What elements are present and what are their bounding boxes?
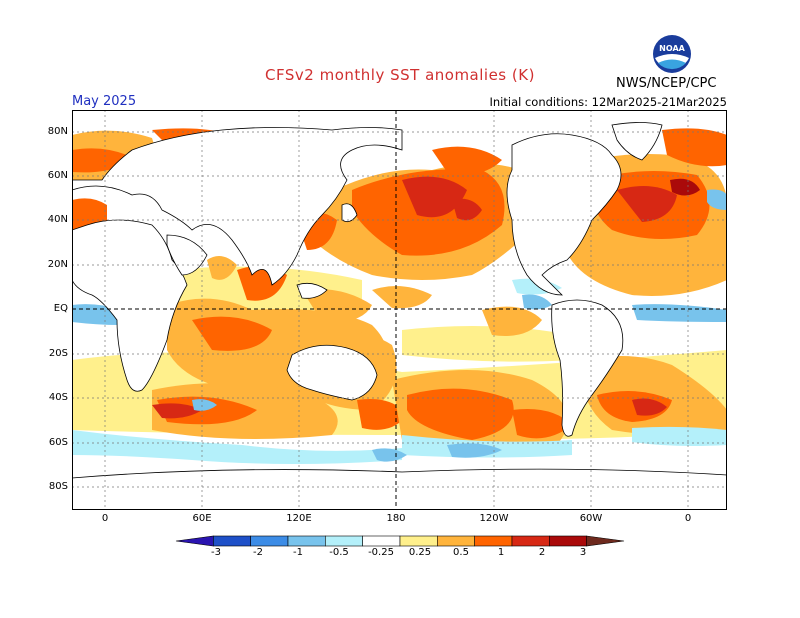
colorbar-cell: [549, 535, 587, 547]
lon-label: 120W: [479, 513, 509, 524]
colorbar: [175, 535, 625, 547]
colorbar-label: 1: [497, 547, 505, 558]
lon-label: 120E: [286, 513, 312, 524]
colorbar-label: 0.25: [408, 547, 432, 558]
colorbar-label: 0.5: [453, 547, 469, 558]
map-title: CFSv2 monthly SST anomalies (K): [265, 66, 535, 84]
lon-label: 180: [386, 513, 406, 524]
colorbar-cell: [511, 535, 550, 547]
colorbar-cell: [175, 535, 214, 547]
noaa-logo: NOAA: [653, 35, 691, 73]
colorbar-cell: [325, 535, 363, 547]
colorbar-label: -1: [293, 547, 303, 558]
lon-label: 0: [684, 513, 692, 524]
map-frame: [72, 110, 727, 510]
lat-label: 60S: [48, 437, 68, 448]
coastlines: [72, 122, 727, 510]
colorbar-cell: [437, 535, 475, 547]
grid-lines: [72, 110, 727, 510]
lon-label: 0: [101, 513, 109, 524]
colorbar-cell: [287, 535, 326, 547]
sst-anomaly-map: [72, 110, 727, 510]
initial-conditions: Initial conditions: 12Mar2025-21Mar2025: [489, 95, 727, 109]
lat-label: EQ: [53, 303, 68, 314]
svg-text:NOAA: NOAA: [659, 44, 685, 53]
colorbar-cell: [213, 535, 251, 547]
colorbar-cell: [586, 535, 625, 547]
lat-label: 60N: [47, 170, 68, 181]
colorbar-cell: [250, 535, 289, 547]
lat-label: 40N: [47, 214, 68, 225]
forecast-month: May 2025: [72, 94, 137, 109]
colorbar-label: 3: [579, 547, 587, 558]
lat-label: 20S: [48, 348, 68, 359]
lat-label: 40S: [48, 392, 68, 403]
colorbar-cell: [362, 535, 401, 547]
colorbar-label: -2: [253, 547, 263, 558]
agency-label: NWS/NCEP/CPC: [616, 76, 717, 91]
lat-label: 80S: [48, 481, 68, 492]
lat-label: 20N: [47, 259, 68, 270]
colorbar-cell: [399, 535, 438, 547]
lat-label: 80N: [47, 126, 68, 137]
colorbar-label: -0.25: [368, 547, 394, 558]
reference-lines: [72, 110, 727, 510]
colorbar-cell: [474, 535, 513, 547]
colorbar-label: 2: [538, 547, 546, 558]
lon-label: 60W: [579, 513, 603, 524]
colorbar-label: -3: [211, 547, 221, 558]
lon-label: 60E: [192, 513, 212, 524]
colorbar-label: -0.5: [329, 547, 349, 558]
